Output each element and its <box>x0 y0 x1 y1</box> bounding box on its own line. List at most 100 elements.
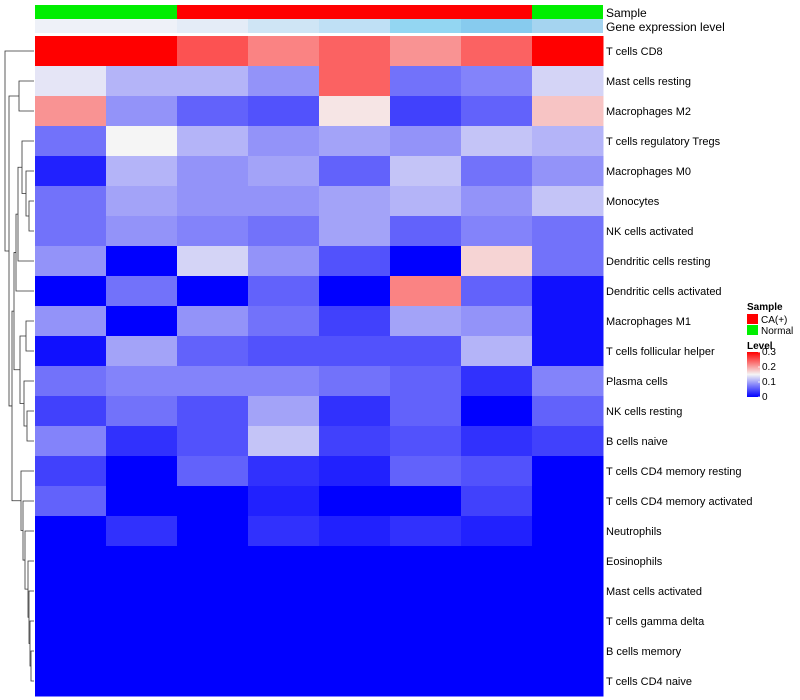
heatmap-cell <box>390 306 462 337</box>
heatmap-cell <box>319 36 391 67</box>
heatmap-cells <box>35 36 604 697</box>
heatmap-cell <box>461 486 533 517</box>
row-label: T cells follicular helper <box>606 346 715 358</box>
heatmap-cell <box>106 606 178 637</box>
row-label: NK cells activated <box>606 226 693 238</box>
heatmap-cell <box>35 546 107 577</box>
heatmap-cell <box>106 306 178 337</box>
heatmap-cell <box>390 396 462 427</box>
heatmap-cell <box>532 366 604 397</box>
heatmap-cell <box>106 126 178 157</box>
heatmap-cell <box>106 426 178 457</box>
heatmap-cell <box>106 66 178 97</box>
heatmap-cell <box>177 246 249 277</box>
heatmap-cell <box>177 186 249 217</box>
legend-tick-label: 0.3 <box>762 347 776 358</box>
heatmap-cell <box>106 546 178 577</box>
row-label: T cells CD4 memory activated <box>606 496 753 508</box>
heatmap-cell <box>177 366 249 397</box>
heatmap-cell <box>106 666 178 697</box>
row-label: T cells CD4 naive <box>606 676 692 688</box>
heatmap-cell <box>177 156 249 187</box>
heatmap-cell <box>106 456 178 487</box>
heatmap-cell <box>390 126 462 157</box>
heatmap-cell <box>177 456 249 487</box>
legend-sample-title: Sample <box>747 302 783 313</box>
heatmap-cell <box>461 666 533 697</box>
heatmap-cell <box>248 276 320 307</box>
heatmap-cell <box>461 576 533 607</box>
heatmap-cell <box>35 306 107 337</box>
heatmap-cell <box>248 336 320 367</box>
heatmap-cell <box>532 486 604 517</box>
heatmap-cell <box>106 96 178 127</box>
dendrogram-branch <box>26 410 34 442</box>
heatmap-cell <box>461 396 533 427</box>
heatmap-cell <box>319 396 391 427</box>
row-label: Mast cells resting <box>606 76 691 88</box>
heatmap-cell <box>35 36 107 67</box>
heatmap-cell <box>390 36 462 67</box>
track-label: Sample <box>606 6 647 20</box>
heatmap-cell <box>461 186 533 217</box>
heatmap-cell <box>532 36 604 67</box>
heatmap-cell <box>319 66 391 97</box>
heatmap-cell <box>177 36 249 67</box>
heatmap-cell <box>106 576 178 607</box>
heatmap-cell <box>390 66 462 97</box>
sample-annotation-cell <box>319 5 390 19</box>
heatmap-cell <box>35 576 107 607</box>
heatmap-cell <box>35 126 107 157</box>
track-label: Gene expression level <box>606 20 725 34</box>
heatmap-cell <box>248 426 320 457</box>
heatmap-cell <box>35 456 107 487</box>
heatmap-cell <box>248 36 320 67</box>
heatmap-cell <box>319 276 391 307</box>
heatmap-cell <box>35 516 107 547</box>
legend-item-label: Normal <box>761 326 793 337</box>
heatmap-cell <box>319 426 391 457</box>
heatmap-cell <box>35 66 107 97</box>
heatmap-cell <box>319 336 391 367</box>
heatmap-cell <box>461 636 533 667</box>
row-label: Plasma cells <box>606 376 668 388</box>
sample-annotation-cell <box>35 5 106 19</box>
dendrogram-branch <box>30 650 34 682</box>
heatmap-cell <box>461 126 533 157</box>
heatmap-cell <box>390 576 462 607</box>
heatmap-cell <box>390 156 462 187</box>
heatmap-cell <box>35 366 107 397</box>
heatmap-cell <box>35 486 107 517</box>
heatmap-cell <box>248 156 320 187</box>
legend-tick-label: 0.2 <box>762 362 776 373</box>
heatmap-cell <box>461 606 533 637</box>
heatmap-cell <box>177 96 249 127</box>
heatmap-cell <box>461 276 533 307</box>
heatmap-cell <box>35 246 107 277</box>
heatmap-cell <box>35 426 107 457</box>
heatmap-cell <box>35 666 107 697</box>
heatmap-cell <box>177 666 249 697</box>
heatmap-cell <box>461 366 533 397</box>
heatmap-cell <box>461 96 533 127</box>
heatmap-cell <box>532 246 604 277</box>
heatmap-cell <box>106 246 178 277</box>
heatmap-cell <box>106 216 178 247</box>
heatmap-cell <box>532 126 604 157</box>
heatmap-cell <box>532 426 604 457</box>
expression-annotation-cell <box>248 19 319 33</box>
heatmap-cell <box>106 186 178 217</box>
heatmap-cell <box>390 456 462 487</box>
heatmap-cell <box>319 606 391 637</box>
sample-annotation-cell <box>461 5 532 19</box>
heatmap-cell <box>106 156 178 187</box>
heatmap-cell <box>390 366 462 397</box>
heatmap-cell <box>177 516 249 547</box>
heatmap-cell <box>319 186 391 217</box>
heatmap-cell <box>248 486 320 517</box>
legend-item-label: CA(+) <box>761 315 787 326</box>
dendrogram-branch <box>28 200 34 232</box>
